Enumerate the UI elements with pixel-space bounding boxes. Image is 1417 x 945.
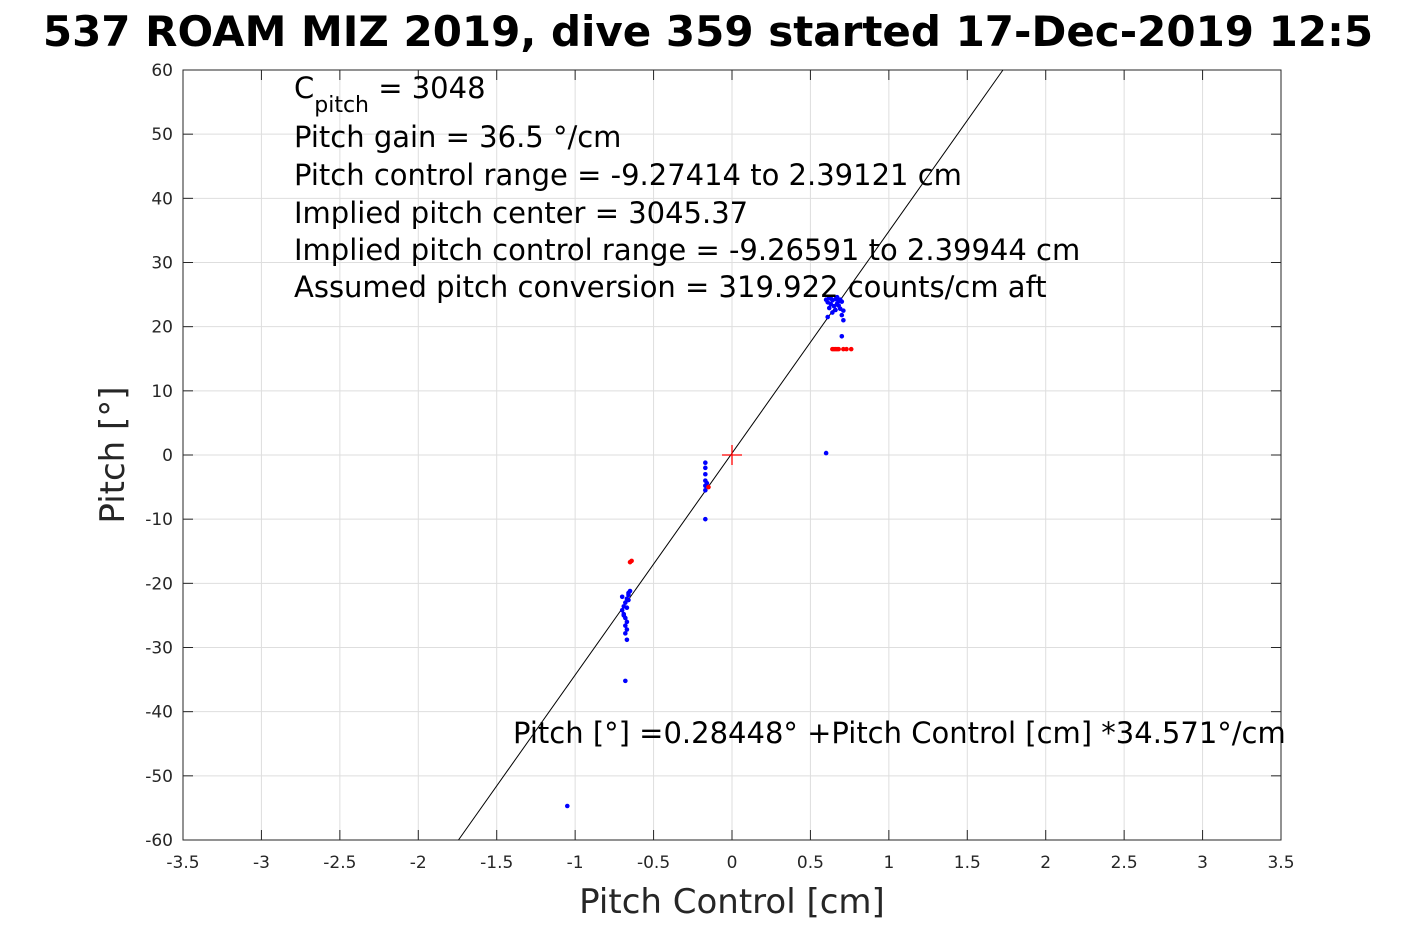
data-point (836, 346, 841, 352)
annotation-line: Implied pitch control range = -9.26591 t… (294, 233, 1080, 267)
y-tick-label: 50 (151, 125, 173, 145)
data-point (703, 487, 708, 493)
axis-ticks: -3.5 -3 -2.5 -2 -1.5 -1 -0.5 0 0.5 1 1.5 2 2.5 3 3.5 -6… (145, 61, 1294, 873)
x-tick-label: -3 (253, 853, 270, 873)
data-point (703, 471, 708, 477)
y-tick-label: 0 (162, 446, 173, 466)
y-tick-label: -10 (145, 510, 173, 530)
data-point (839, 333, 845, 339)
x-tick-label: -3.5 (166, 853, 199, 873)
data-point (619, 594, 625, 600)
data-point (626, 597, 631, 603)
data-point (837, 297, 843, 303)
data-point (834, 294, 840, 300)
y-tick-label: 60 (151, 61, 173, 81)
data-point (624, 627, 630, 632)
x-tick-label: 0 (727, 853, 738, 873)
data-point (626, 590, 631, 596)
x-axis-label: Pitch Control [cm] (579, 882, 885, 922)
x-tick-label: 2.5 (1111, 853, 1138, 873)
data-point (624, 637, 630, 643)
data-point (825, 314, 830, 320)
annotation-line: Pitch gain = 36.5 °/cm (294, 120, 621, 154)
data-point (828, 296, 834, 301)
data-point (836, 303, 841, 308)
grid (183, 70, 1281, 840)
data-point (624, 605, 630, 611)
data-point (823, 450, 829, 456)
chart-title: 537 ROAM MIZ 2019, dive 359 started 17-D… (43, 7, 1373, 56)
data-point (826, 305, 832, 311)
data-point (623, 600, 628, 605)
fit-equation-label: Pitch [°] =0.28448° +Pitch Control [cm] … (513, 716, 1286, 750)
y-tick-label: -60 (145, 831, 173, 851)
y-tick-label: 40 (151, 189, 173, 209)
data-point (629, 558, 634, 564)
data-point (833, 307, 838, 313)
annotation-line: Cpitch = 3048 (294, 71, 486, 118)
y-tick-label: -40 (145, 703, 173, 723)
x-tick-label: -1 (567, 853, 584, 873)
data-point (841, 317, 846, 323)
data-point (623, 631, 628, 636)
x-tick-label: 1.5 (954, 853, 981, 873)
y-tick-label: -30 (145, 639, 173, 659)
data-point (624, 619, 630, 625)
x-tick-label: 0.5 (797, 853, 824, 873)
x-tick-label: -2.5 (323, 853, 356, 873)
x-tick-label: -0.5 (637, 853, 670, 873)
data-point (623, 678, 628, 684)
data-point (831, 303, 837, 309)
data-layer (458, 69, 1004, 841)
data-point (565, 803, 570, 809)
y-tick-label: -20 (145, 574, 173, 594)
data-point (830, 310, 835, 315)
data-point (703, 465, 708, 471)
data-point (848, 346, 854, 352)
data-point (703, 516, 708, 522)
data-point (623, 623, 628, 628)
data-point (621, 613, 627, 618)
x-tick-label: 1 (883, 853, 894, 873)
data-point (704, 480, 710, 486)
annotation-line: Pitch control range = -9.27414 to 2.3912… (294, 158, 962, 192)
y-tick-label: 10 (151, 382, 173, 402)
annotation-line: Implied pitch center = 3045.37 (294, 196, 748, 230)
y-axis-label: Pitch [°] (93, 386, 133, 523)
y-tick-label: -50 (145, 767, 173, 787)
data-point (844, 346, 849, 352)
annotation-line: Assumed pitch conversion = 319.922 count… (294, 270, 1047, 304)
y-tick-label: 20 (151, 318, 173, 338)
data-point (619, 607, 625, 613)
x-tick-label: -1.5 (480, 853, 513, 873)
x-tick-label: -2 (410, 853, 427, 873)
data-point (839, 312, 845, 318)
data-point (703, 460, 708, 466)
y-tick-label: 30 (151, 254, 173, 274)
x-tick-label: 3 (1197, 853, 1208, 873)
data-point (841, 308, 846, 313)
x-tick-label: 2 (1040, 853, 1051, 873)
x-tick-label: 3.5 (1267, 853, 1294, 873)
data-point (706, 484, 711, 490)
